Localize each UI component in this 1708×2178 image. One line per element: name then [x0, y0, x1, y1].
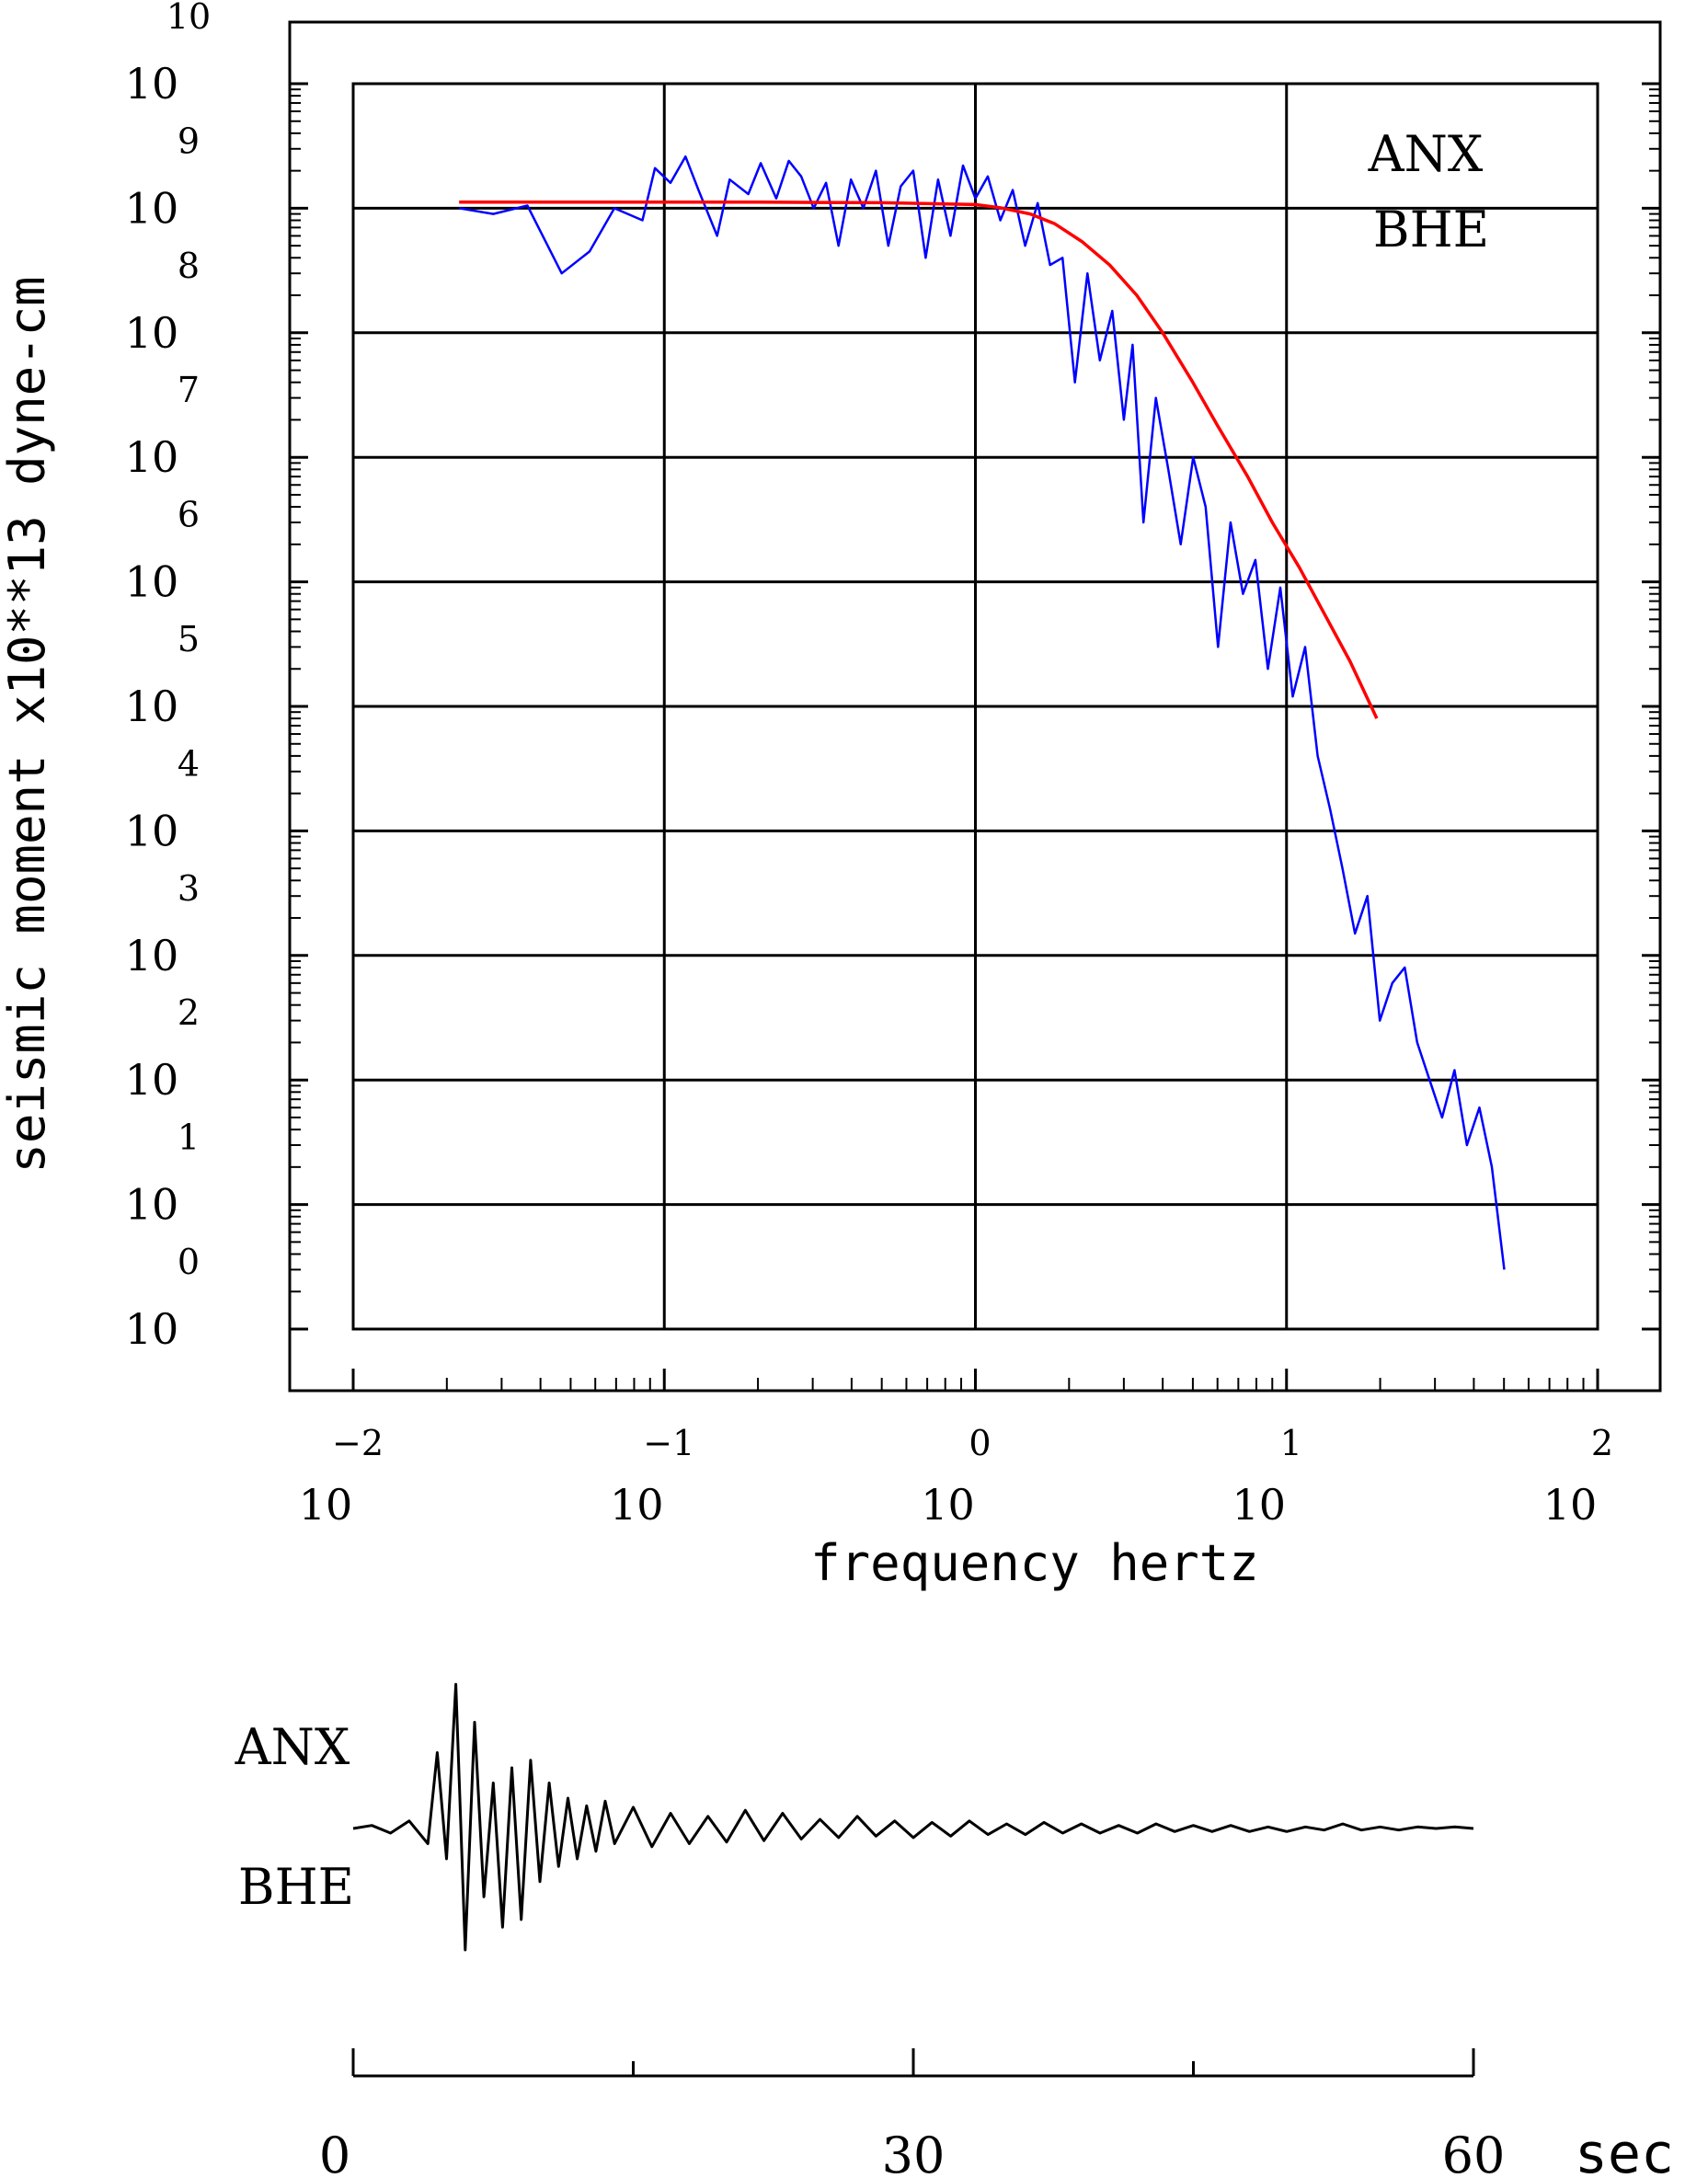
- y-tick-label-exponent: 8: [178, 246, 200, 286]
- y-axis-ticks: [290, 82, 1660, 1331]
- y-tick-label-exponent: 6: [178, 495, 200, 535]
- y-tick-label-exponent: 9: [178, 120, 200, 161]
- y-tick-label-exponent: 1: [178, 1118, 200, 1158]
- x-tick-label-base: 10: [1232, 1480, 1286, 1530]
- observed-spectrum-line: [458, 155, 1506, 1270]
- y-tick-label-base: 10: [125, 806, 179, 855]
- time-axis-unit: sec: [1575, 2122, 1674, 2178]
- y-tick-label-exponent: 10: [166, 0, 211, 37]
- seismogram-annotation-station: ANX: [235, 1718, 350, 1776]
- y-tick-label-base: 10: [125, 1055, 179, 1105]
- x-tick-labels: −2 10 −1 10 0 10 1 10 2 10: [299, 1423, 1613, 1530]
- y-tick-label-exponent: 3: [178, 868, 200, 909]
- time-tick-label: 0: [319, 2126, 350, 2178]
- x-tick-label-base: 10: [921, 1480, 975, 1530]
- model-spectrum-fit-line: [459, 200, 1379, 719]
- y-tick-label-base: 10: [125, 308, 179, 358]
- y-tick-label-exponent: 5: [178, 619, 200, 659]
- y-tick-label-base: 10: [125, 931, 179, 980]
- y-tick-label-base: 10: [125, 1180, 179, 1230]
- y-tick-labels: 10 0 10 1 10 2 10 3 10 4 10 5 10 6 10 7 10 8 10 9 10 10: [125, 0, 211, 1354]
- y-tick-label-base: 10: [125, 183, 179, 233]
- time-axis-ticks: [351, 2048, 1475, 2076]
- y-tick-label-exponent: 7: [178, 370, 200, 410]
- spectrum-annotation-station: ANX: [1368, 125, 1484, 183]
- time-tick-labels: 0 30 60: [319, 2126, 1506, 2178]
- x-axis-title: frequency hertz: [810, 1534, 1259, 1592]
- spectrum-series-group: [458, 155, 1506, 1270]
- x-tick-label-base: 10: [1543, 1480, 1598, 1530]
- x-tick-label-base: 10: [299, 1480, 353, 1530]
- y-axis-title: seismic moment x10**13 dyne-cm: [0, 276, 56, 1173]
- y-tick-label-base: 10: [125, 682, 179, 731]
- y-tick-label-exponent: 4: [178, 743, 200, 784]
- time-tick-label: 60: [1442, 2126, 1506, 2178]
- seismogram-annotation-channel: BHE: [238, 1858, 354, 1916]
- y-tick-label-base: 10: [125, 1304, 179, 1354]
- seismogram-series-group: [352, 1682, 1474, 1952]
- x-gridlines: [662, 84, 1289, 1329]
- y-tick-label-base: 10: [125, 432, 179, 482]
- x-tick-label-exponent: 2: [1591, 1423, 1613, 1463]
- x-tick-label-base: 10: [610, 1480, 664, 1530]
- x-tick-label-exponent: 0: [969, 1423, 991, 1463]
- seismogram-trace-line: [352, 1682, 1474, 1952]
- y-tick-label-exponent: 0: [178, 1242, 200, 1282]
- y-tick-label-base: 10: [125, 557, 179, 607]
- y-tick-label-exponent: 2: [178, 992, 200, 1033]
- seismogram-panel: ANX BHE 0 30 60 sec: [235, 1682, 1674, 2178]
- x-axis-ticks: [351, 1369, 1599, 1391]
- x-tick-label-exponent: −1: [643, 1423, 694, 1463]
- x-tick-label-exponent: −2: [332, 1423, 384, 1463]
- y-tick-label-base: 10: [125, 59, 179, 109]
- time-tick-label: 30: [882, 2126, 946, 2178]
- spectrum-annotation-channel: BHE: [1373, 201, 1489, 258]
- x-tick-label-exponent: 1: [1280, 1423, 1302, 1463]
